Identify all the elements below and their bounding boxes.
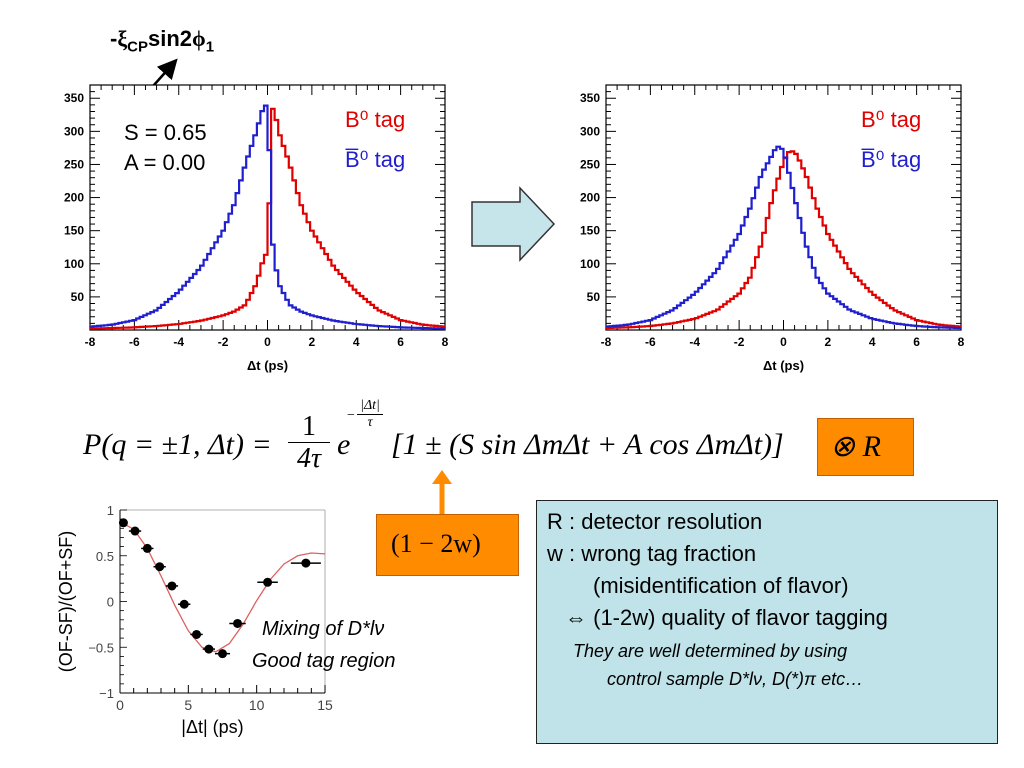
- x-tick-label: -8: [85, 335, 96, 349]
- y-tick-label: 250: [580, 157, 600, 171]
- dilution-text: (1 − 2w): [391, 529, 481, 558]
- fit-curve: [119, 521, 326, 653]
- y-axis-label: (OF-SF)/(OF+SF): [56, 531, 76, 672]
- transform-arrow-icon: [471, 186, 556, 262]
- x-tick-label: 2: [825, 335, 832, 349]
- x-tick-label: -4: [689, 335, 700, 349]
- x-tick-label: 4: [869, 335, 876, 349]
- legend-b0-tag-right: B⁰ tag: [861, 107, 922, 132]
- x-tick-label: 6: [397, 335, 404, 349]
- right-dt-distribution-chart: -8 -6 -4 -2 0 2 4 6 8 50 100 150 200 250 300 350 Δt (ps): [580, 84, 965, 373]
- plot-frame: [605, 84, 962, 331]
- x-axis-label: Δt (ps): [763, 358, 804, 373]
- x-tick-label: 6: [913, 335, 920, 349]
- b0-tag-curve: [90, 107, 445, 330]
- b0bar-tag-curve: [90, 104, 445, 330]
- y-tick-label: 250: [64, 157, 84, 171]
- b0bar-tag-curve: [606, 145, 961, 330]
- formula-bracket: [1 ± (S sin ΔmΔt + A cos ΔmΔt)]: [391, 428, 784, 461]
- formula-numerator: 1: [302, 411, 316, 442]
- convolution-box: ⊗ R: [817, 418, 914, 476]
- x-tick-label: 8: [442, 335, 449, 349]
- y-tick-label: 350: [64, 91, 84, 105]
- y-tick-label: 50: [587, 290, 601, 304]
- y-tick-label: −1: [99, 686, 114, 701]
- legend-b0bar-tag-right: B̅⁰ tag: [861, 147, 922, 172]
- x-tick-label: -6: [129, 335, 140, 349]
- x-tick-label: 0: [264, 335, 271, 349]
- y-tick-label: 0.5: [96, 549, 114, 564]
- y-tick-label: 150: [580, 224, 600, 238]
- x-tick-label: -8: [601, 335, 612, 349]
- y-tick-label: 200: [64, 191, 84, 205]
- x-tick-label: -4: [173, 335, 184, 349]
- y-tick-label: 1: [107, 503, 114, 518]
- s-value: S = 0.65: [124, 120, 207, 145]
- x-tick-label: -6: [645, 335, 656, 349]
- data-point: [142, 543, 152, 553]
- info-line-4: ⇔ (1-2w) quality of flavor tagging: [565, 605, 888, 630]
- info-line-3: (misidentification of flavor): [593, 573, 849, 598]
- y-tick-label: 100: [580, 257, 600, 271]
- x-tick-label: 5: [184, 697, 192, 713]
- data-point: [179, 599, 189, 609]
- x-tick-label: -2: [218, 335, 229, 349]
- x-axis-label: Δt (ps): [247, 358, 288, 373]
- y-tick-label: 350: [580, 91, 600, 105]
- formula-fraction: 1 4τ: [288, 412, 330, 475]
- x-tick-label: 4: [353, 335, 360, 349]
- convolution-text: ⊗ R: [830, 430, 881, 463]
- b0-tag-curve: [606, 150, 961, 330]
- legend-b0bar-tag: B̅⁰ tag: [345, 147, 406, 172]
- data-point: [263, 577, 273, 587]
- left-dt-distribution-chart: -8 -6 -4 -2 0 2 4 6 8 50 100 150 200 250 300 350 Δt (ps): [64, 84, 449, 373]
- x-tick-label: 15: [317, 697, 333, 713]
- data-point: [192, 629, 202, 639]
- dilution-box: (1 − 2w): [376, 514, 519, 576]
- a-value: A = 0.00: [124, 150, 206, 175]
- data-point: [301, 558, 311, 568]
- data-point: [118, 518, 128, 528]
- dilution-arrow-icon: [432, 470, 452, 518]
- y-tick-label: 100: [64, 257, 84, 271]
- info-box: R : detector resolution w : wrong tag fr…: [536, 500, 998, 744]
- info-line-1: R : detector resolution: [547, 509, 763, 534]
- formula-lhs: P(q = ±1, Δt) =: [83, 428, 272, 461]
- x-tick-label: 10: [249, 697, 265, 713]
- data-point: [155, 562, 165, 572]
- y-tick-label: 0: [107, 595, 114, 610]
- mixing-label: Mixing of D*lν: [262, 618, 385, 640]
- y-tick-label: −0.5: [88, 640, 114, 655]
- formula-exponent: − |Δt| τ: [347, 398, 385, 431]
- x-tick-label: 2: [309, 335, 316, 349]
- y-tick-label: 300: [64, 124, 84, 138]
- data-point: [130, 526, 140, 536]
- good-tag-label: Good tag region: [252, 650, 396, 672]
- data-point: [204, 644, 214, 654]
- cp-violation-label: -ξCPsin2ϕ1: [110, 26, 215, 56]
- mixing-asymmetry-chart: 0 5 10 15 −1 −0.5 0 0.5 1 |Δt| (ps) (OF-SF)/(OF+SF…: [56, 503, 333, 737]
- legend-b0-tag: B⁰ tag: [345, 107, 406, 132]
- data-point: [233, 618, 243, 628]
- x-axis-label: |Δt| (ps): [181, 717, 243, 737]
- info-line-2: w : wrong tag fraction: [547, 541, 757, 566]
- formula-denominator: 4τ: [296, 443, 322, 474]
- data-point: [167, 581, 177, 591]
- x-tick-label: 8: [958, 335, 965, 349]
- info-line-6: control sample D*lν, D(*)π etc…: [607, 669, 864, 689]
- y-tick-label: 300: [580, 124, 600, 138]
- x-tick-label: 0: [116, 697, 124, 713]
- data-point: [218, 649, 227, 659]
- y-tick-label: 200: [580, 191, 600, 205]
- y-tick-label: 50: [71, 290, 85, 304]
- x-tick-label: 0: [780, 335, 787, 349]
- y-tick-label: 150: [64, 224, 84, 238]
- x-tick-label: -2: [734, 335, 745, 349]
- formula-exponential: e: [337, 428, 351, 461]
- info-line-5: They are well determined by using: [573, 641, 848, 661]
